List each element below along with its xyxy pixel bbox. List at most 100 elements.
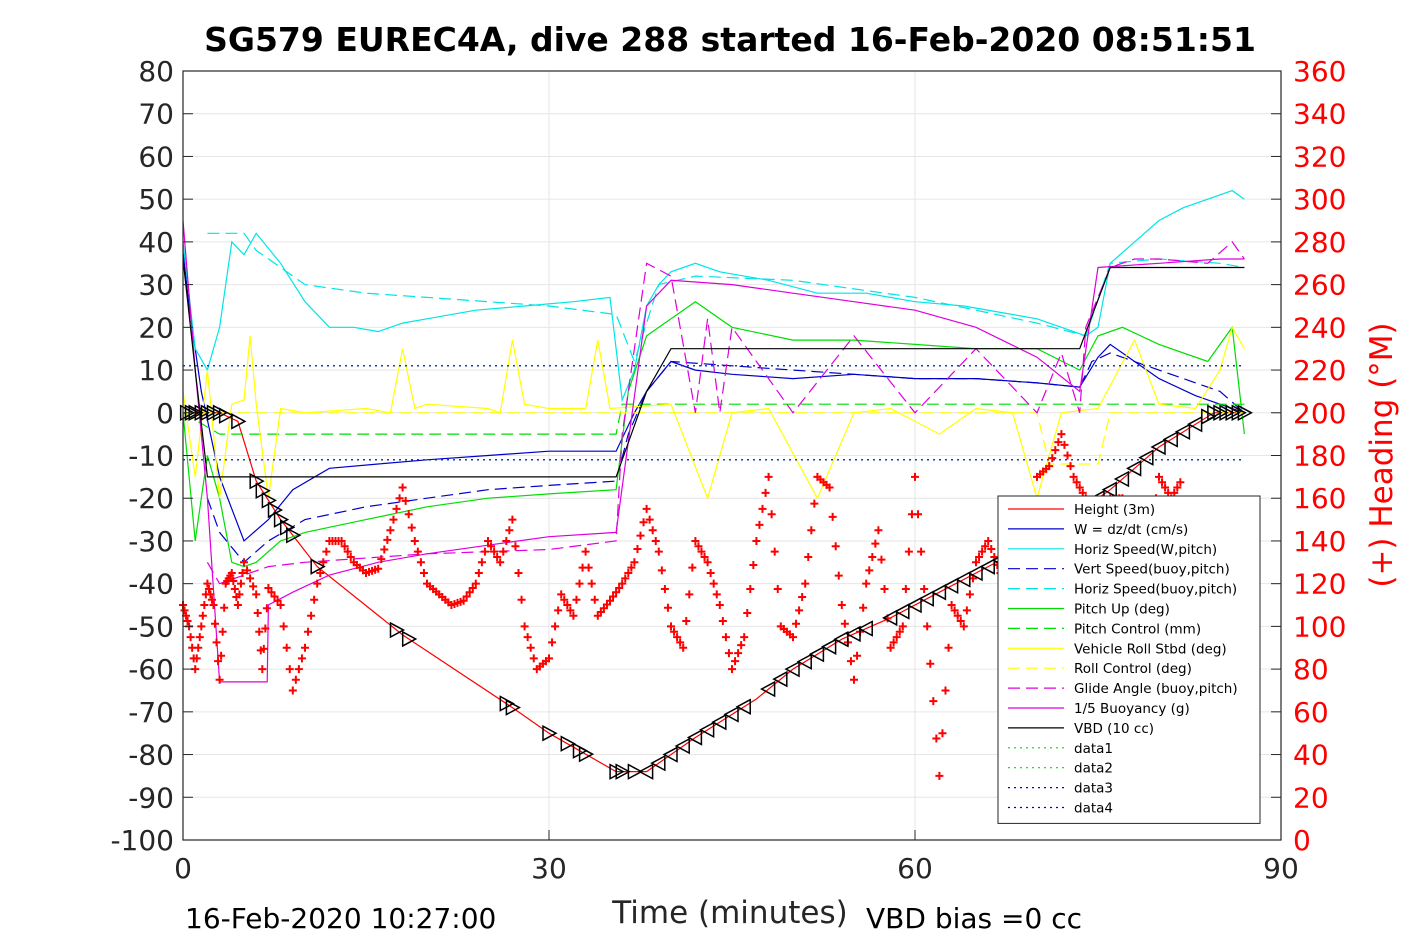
heading-point [392,504,401,513]
heading-point [853,651,862,660]
legend-label: W = dz/dt (cm/s) [1074,522,1188,538]
series-horiz-speed-buoy-pitch [207,232,1245,364]
heading-point [496,558,505,567]
heading-point [514,568,523,577]
heading-point [249,582,258,591]
legend-box [997,495,1261,824]
heading-point [761,488,770,497]
heading-point [639,518,648,527]
height-marker [711,713,727,731]
heading-point [962,606,971,615]
heading-point [1063,451,1072,460]
heading-point [1066,462,1075,471]
height-marker [662,746,678,763]
heading-point [920,585,929,594]
heading-point [548,638,557,647]
heading-point [267,588,276,597]
heading-point [230,585,239,594]
heading-point [1072,478,1081,487]
series-vert-speed-buoy-pitch [206,352,1245,564]
height-marker [735,698,751,715]
heading-point [587,579,596,588]
y-right-tick-label: 320 [1293,140,1346,173]
heading-point [673,633,682,642]
height-marker [560,735,576,752]
heading-point [197,622,206,631]
heading-point [923,622,932,631]
heading-point [252,590,261,599]
heading-point [886,643,895,652]
heading-point [648,526,657,535]
heading-point [676,638,685,647]
height-marker [772,670,788,688]
heading-point [203,579,212,588]
heading-point [706,568,715,577]
heading-point [294,665,303,674]
heading-point [566,606,575,615]
heading-point [1075,483,1084,492]
heading-point [1069,472,1078,481]
heading-point [898,622,907,631]
legend-label: Vehicle Roll Stbd (deg) [1074,641,1227,657]
y-tick-label: -40 [128,568,174,601]
heading-point [218,627,227,636]
heading-point [192,654,201,663]
heading-point [1155,472,1163,481]
heading-point [731,657,740,666]
legend-label: data2 [1074,761,1113,777]
y-tick-label: 70 [138,98,174,131]
heading-markers [179,430,1185,780]
x-tick-label: 30 [531,852,567,885]
y-tick-label: -90 [128,781,174,814]
height-marker [1237,404,1253,422]
heading-point [624,568,633,577]
heading-point [846,657,855,666]
heading-point [694,542,703,551]
heading-point [935,771,944,780]
heading-point [198,611,207,620]
y-right-tick-label: 140 [1293,525,1346,558]
heading-point [801,579,810,588]
legend-label: Horiz Speed(buoy,pitch) [1074,582,1237,598]
height-marker [310,558,326,575]
heading-point [255,627,264,636]
heading-point [505,526,514,535]
heading-point [627,563,636,572]
heading-point [965,590,974,599]
heading-point [810,499,819,508]
heading-point [273,596,282,605]
height-marker [845,625,861,643]
heading-point [337,536,346,545]
heading-point [204,585,213,594]
height-marker [627,763,643,780]
y-right-tick-label: 280 [1293,226,1346,259]
height-marker [1174,423,1191,441]
height-marker [979,558,995,575]
heading-point [186,633,195,642]
heading-point [377,555,386,564]
heading-point [590,595,599,604]
height-marker [389,621,406,639]
heading-point [621,574,630,583]
series-vehicle-roll-stbd-deg [182,325,1245,501]
y-right-tick-label: 360 [1293,55,1346,88]
chart-title: SG579 EUREC4A, dive 288 started 16-Feb-2… [204,20,1256,59]
heading-point [551,622,560,631]
series-horiz-speed-w-pitch [182,189,1245,403]
heading-point [1045,462,1054,471]
heading-point [612,588,621,597]
heading-point [755,520,764,529]
height-marker [943,577,959,595]
heading-point [343,547,352,556]
heading-point [477,558,486,567]
height-marker [1162,431,1178,448]
height-marker [650,754,666,772]
series-vbd-10-cc [182,258,1245,478]
heading-point [1054,438,1063,447]
height-triangle-markers [179,404,1253,780]
legend-label: Roll Control (deg) [1074,661,1192,677]
y-tick-label: 40 [138,226,174,259]
heading-point [557,590,566,599]
heading-point [1051,446,1060,455]
